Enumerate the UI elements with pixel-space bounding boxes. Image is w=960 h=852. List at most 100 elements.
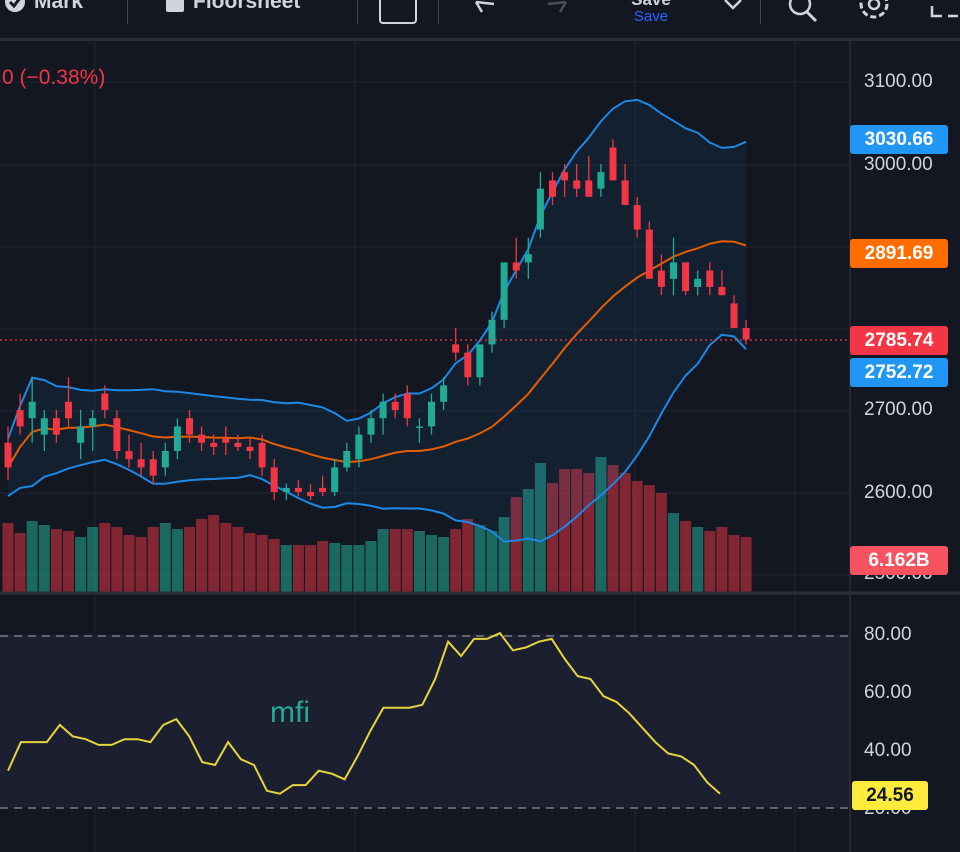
mark-label: Mark <box>34 0 84 13</box>
lower-band-label: 2752.72 <box>850 358 948 387</box>
undo-icon[interactable] <box>472 0 502 18</box>
volume-bar <box>740 537 752 593</box>
volume-bar <box>63 531 74 593</box>
candle-body <box>536 188 544 230</box>
candle-body <box>331 467 339 492</box>
volume-bar <box>559 469 571 593</box>
candle-body <box>52 418 60 435</box>
volume-bar <box>208 515 220 593</box>
mfi-legend: mfi <box>270 696 310 729</box>
document-icon <box>166 0 184 12</box>
volume-bar <box>571 469 583 593</box>
save-button[interactable]: Save Save <box>618 0 684 25</box>
volume-bar <box>317 541 329 593</box>
volume-bar <box>26 521 38 593</box>
candle-body <box>222 438 230 443</box>
volume-bar <box>292 545 304 593</box>
candle-body <box>645 229 653 279</box>
mfi-tick: 80.00 <box>864 624 912 645</box>
candle-body <box>319 487 327 492</box>
mfi-band-fill <box>0 634 850 808</box>
candle-body <box>476 344 484 378</box>
candle-body <box>234 442 242 447</box>
candle-body <box>367 418 375 435</box>
candle-body <box>633 205 641 230</box>
volume-bar <box>413 531 425 593</box>
candle-body <box>65 401 72 419</box>
candle-body <box>524 254 532 263</box>
candle-body <box>597 172 605 189</box>
candle-body <box>718 287 726 296</box>
candle-body <box>694 278 702 287</box>
price-tick: 2600.00 <box>864 482 933 503</box>
floorsheet-label: Floorsheet <box>193 0 301 13</box>
save-title: Save <box>618 0 684 10</box>
gear-icon[interactable] <box>854 0 894 24</box>
mfi-line <box>7 631 721 795</box>
volume-bar <box>389 529 401 593</box>
volume-bar <box>426 535 437 593</box>
floorsheet-button[interactable]: Floorsheet <box>165 0 300 14</box>
candle-body <box>379 401 387 419</box>
candle-body <box>210 442 218 447</box>
volume-bar <box>159 523 171 593</box>
volume-bar <box>498 517 510 593</box>
candle-body <box>282 487 290 492</box>
volume-bar <box>196 519 208 593</box>
volume-bar <box>438 537 450 593</box>
layout-button[interactable] <box>379 0 417 24</box>
volume-bar <box>462 519 474 593</box>
volume-bar <box>401 529 413 593</box>
toolbar-divider <box>127 0 128 24</box>
candle-body <box>125 451 133 460</box>
toolbar-divider <box>438 0 439 24</box>
candle-body <box>706 270 714 287</box>
price-change: 0 (−0.38%) <box>2 66 106 89</box>
volume-bar <box>38 525 50 593</box>
volume-bar <box>595 457 607 593</box>
volume-bar <box>244 533 256 593</box>
volume-bar <box>171 529 183 593</box>
candle-body <box>670 262 677 279</box>
candle-body <box>40 418 48 435</box>
upper-band-label: 3030.66 <box>850 125 948 154</box>
volume-bar <box>680 521 692 593</box>
redo-icon[interactable] <box>540 0 570 18</box>
volume-bar <box>341 545 353 593</box>
candle-body <box>173 426 181 451</box>
volume-bar <box>135 537 147 593</box>
volume-bar <box>668 513 679 593</box>
mfi-current-label: 24.56 <box>852 781 928 810</box>
volume-bar <box>87 527 99 593</box>
candle-body <box>428 401 435 427</box>
price-tick: 3000.00 <box>864 154 933 175</box>
volume-bar <box>184 527 195 593</box>
volume-bar <box>631 481 643 593</box>
candle-body <box>573 180 581 189</box>
candle-body <box>742 328 750 340</box>
middle-band-label: 2891.69 <box>850 239 948 268</box>
volume-series <box>2 457 752 593</box>
candle-body <box>355 434 363 460</box>
chevron-down-icon[interactable] <box>722 0 744 14</box>
volume-bar <box>655 493 667 593</box>
candle-body <box>16 410 24 427</box>
search-icon[interactable] <box>786 0 822 24</box>
candle-body <box>500 262 508 320</box>
volume-bar <box>50 529 62 593</box>
volume-bar <box>123 535 135 593</box>
candle-body <box>28 401 36 419</box>
candle-body <box>198 434 206 443</box>
mark-button[interactable]: Mark <box>4 0 83 14</box>
candle-body <box>621 180 629 205</box>
volume-bar <box>643 485 655 593</box>
candle-body <box>415 426 423 428</box>
fullscreen-icon[interactable] <box>928 0 960 22</box>
volume-bar <box>377 529 389 593</box>
mfi-tick: 40.00 <box>864 740 912 761</box>
candle-body <box>585 180 593 197</box>
volume-bar <box>534 463 546 593</box>
volume-bar <box>111 527 123 593</box>
volume-label: 6.162B <box>850 546 948 575</box>
